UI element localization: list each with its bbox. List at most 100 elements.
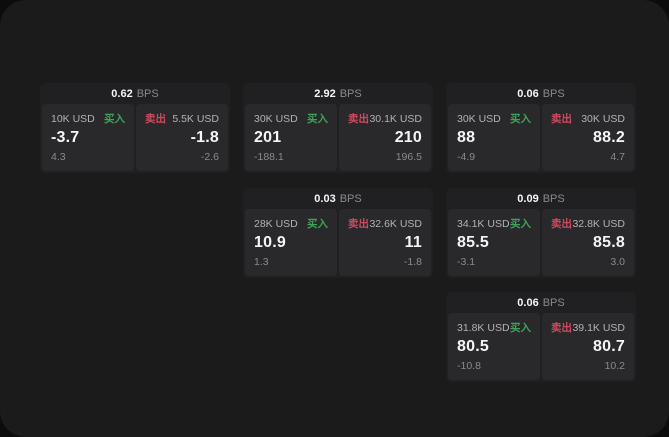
buy-panel[interactable]: 10K USD 买入 -3.7 4.3 (42, 104, 134, 171)
quote-card-body: 10K USD 买入 -3.7 4.3 卖出 5.5K USD -1.8 -2.… (42, 104, 228, 171)
bps-value: 0.06 (517, 87, 539, 100)
sell-panel[interactable]: 卖出 5.5K USD -1.8 -2.6 (136, 104, 228, 171)
sell-size-label: 30K USD (581, 112, 625, 125)
buy-panel-top: 34.1K USD 买入 (457, 216, 531, 231)
sell-price: 80.7 (593, 338, 625, 355)
bps-unit-label: BPS (339, 192, 362, 205)
buy-size-label: 30K USD (254, 112, 298, 125)
sell-badge: 卖出 (145, 113, 166, 125)
sell-panel-top: 卖出 30K USD (551, 111, 625, 126)
buy-delta: -4.9 (457, 151, 476, 163)
bps-value: 0.03 (314, 192, 336, 205)
buy-delta: -3.1 (457, 256, 476, 268)
bps-unit-label: BPS (542, 87, 565, 100)
buy-price: 80.5 (457, 338, 489, 355)
bps-value: 0.62 (111, 87, 133, 100)
sell-badge: 卖出 (551, 322, 572, 334)
sell-panel-top: 卖出 30.1K USD (348, 111, 422, 126)
bps-value: 0.06 (517, 296, 539, 309)
buy-delta: 1.3 (254, 256, 269, 268)
buy-size-label: 34.1K USD (457, 217, 510, 230)
quote-card-body: 28K USD 买入 10.9 1.3 卖出 32.6K USD 11 -1.8 (245, 209, 431, 276)
sell-delta: -1.8 (403, 256, 422, 268)
buy-badge: 买入 (510, 322, 531, 334)
sell-size-label: 30.1K USD (369, 112, 422, 125)
sell-badge: 卖出 (348, 218, 369, 230)
bps-header: 0.03 BPS (245, 188, 431, 209)
bps-unit-label: BPS (136, 87, 159, 100)
buy-badge: 买入 (307, 218, 328, 230)
sell-size-label: 32.6K USD (369, 217, 422, 230)
bps-header: 0.06 BPS (448, 292, 634, 313)
buy-price: 88 (457, 129, 476, 146)
quote-card[interactable]: 2.92 BPS 30K USD 买入 201 -188.1 卖出 30.1K … (243, 83, 433, 173)
quote-card[interactable]: 0.09 BPS 34.1K USD 买入 85.5 -3.1 卖出 32.8K… (446, 188, 636, 278)
quote-card-body: 31.8K USD 买入 80.5 -10.8 卖出 39.1K USD 80.… (448, 313, 634, 380)
quote-card[interactable]: 0.62 BPS 10K USD 买入 -3.7 4.3 卖出 5.5K USD… (40, 83, 230, 173)
buy-price: 201 (254, 129, 282, 146)
buy-panel[interactable]: 28K USD 买入 10.9 1.3 (245, 209, 337, 276)
sell-delta: 10.2 (604, 360, 625, 372)
quote-card[interactable]: 0.06 BPS 30K USD 买入 88 -4.9 卖出 30K USD 8… (446, 83, 636, 173)
buy-badge: 买入 (307, 113, 328, 125)
sell-delta: 196.5 (395, 151, 422, 163)
sell-panel[interactable]: 卖出 32.6K USD 11 -1.8 (339, 209, 431, 276)
bps-unit-label: BPS (339, 87, 362, 100)
sell-price: 210 (394, 129, 422, 146)
sell-badge: 卖出 (551, 113, 572, 125)
bps-value: 2.92 (314, 87, 336, 100)
buy-panel-top: 30K USD 买入 (457, 111, 531, 126)
buy-delta: -10.8 (457, 360, 481, 372)
sell-delta: 3.0 (610, 256, 625, 268)
quote-card-body: 30K USD 买入 201 -188.1 卖出 30.1K USD 210 1… (245, 104, 431, 171)
sell-panel[interactable]: 卖出 32.8K USD 85.8 3.0 (542, 209, 634, 276)
sell-price: 11 (404, 234, 422, 251)
buy-size-label: 10K USD (51, 112, 95, 125)
sell-panel[interactable]: 卖出 30.1K USD 210 196.5 (339, 104, 431, 171)
sell-size-label: 39.1K USD (572, 321, 625, 334)
buy-panel-top: 31.8K USD 买入 (457, 320, 531, 335)
quote-card-body: 34.1K USD 买入 85.5 -3.1 卖出 32.8K USD 85.8… (448, 209, 634, 276)
buy-panel-top: 10K USD 买入 (51, 111, 125, 126)
sell-size-label: 32.8K USD (572, 217, 625, 230)
sell-panel[interactable]: 卖出 39.1K USD 80.7 10.2 (542, 313, 634, 380)
buy-panel-top: 30K USD 买入 (254, 111, 328, 126)
buy-panel[interactable]: 31.8K USD 买入 80.5 -10.8 (448, 313, 540, 380)
buy-panel[interactable]: 34.1K USD 买入 85.5 -3.1 (448, 209, 540, 276)
bps-header: 0.06 BPS (448, 83, 634, 104)
bps-header: 2.92 BPS (245, 83, 431, 104)
quote-card[interactable]: 0.03 BPS 28K USD 买入 10.9 1.3 卖出 32.6K US… (243, 188, 433, 278)
bps-value: 0.09 (517, 192, 539, 205)
sell-panel-top: 卖出 32.8K USD (551, 216, 625, 231)
sell-panel-top: 卖出 32.6K USD (348, 216, 422, 231)
buy-delta: 4.3 (51, 151, 66, 163)
sell-panel-top: 卖出 5.5K USD (145, 111, 219, 126)
sell-panel[interactable]: 卖出 30K USD 88.2 4.7 (542, 104, 634, 171)
sell-price: 88.2 (593, 129, 625, 146)
buy-badge: 买入 (104, 113, 125, 125)
quote-card-body: 30K USD 买入 88 -4.9 卖出 30K USD 88.2 4.7 (448, 104, 634, 171)
sell-badge: 卖出 (551, 218, 572, 230)
bps-unit-label: BPS (542, 296, 565, 309)
bps-header: 0.62 BPS (42, 83, 228, 104)
bps-header: 0.09 BPS (448, 188, 634, 209)
quote-card[interactable]: 0.06 BPS 31.8K USD 买入 80.5 -10.8 卖出 39.1… (446, 292, 636, 382)
sell-price: -1.8 (190, 129, 219, 146)
sell-price: 85.8 (593, 234, 625, 251)
buy-panel[interactable]: 30K USD 买入 88 -4.9 (448, 104, 540, 171)
sell-delta: 4.7 (610, 151, 625, 163)
buy-badge: 买入 (510, 218, 531, 230)
buy-size-label: 30K USD (457, 112, 501, 125)
buy-price: -3.7 (51, 129, 80, 146)
sell-badge: 卖出 (348, 113, 369, 125)
buy-badge: 买入 (510, 113, 531, 125)
buy-price: 85.5 (457, 234, 489, 251)
buy-price: 10.9 (254, 234, 286, 251)
sell-delta: -2.6 (200, 151, 219, 163)
sell-panel-top: 卖出 39.1K USD (551, 320, 625, 335)
buy-panel[interactable]: 30K USD 买入 201 -188.1 (245, 104, 337, 171)
buy-panel-top: 28K USD 买入 (254, 216, 328, 231)
sell-size-label: 5.5K USD (172, 112, 219, 125)
buy-delta: -188.1 (254, 151, 284, 163)
